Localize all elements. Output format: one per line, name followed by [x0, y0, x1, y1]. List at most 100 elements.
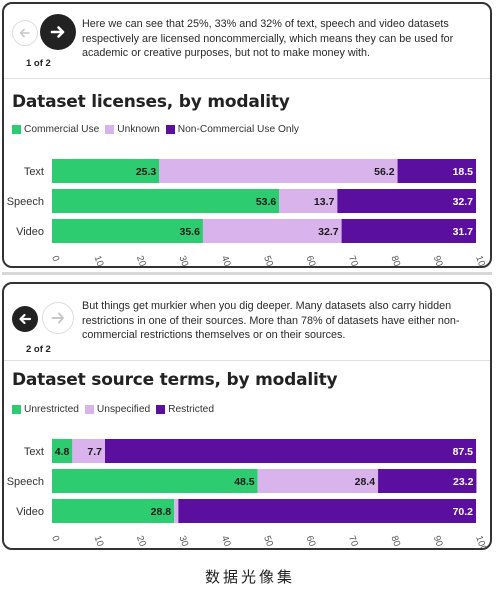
prev-button[interactable]: [12, 306, 38, 332]
x-tick-label: 70: [346, 254, 360, 268]
legend-item: Unknown: [105, 124, 160, 135]
legend-item: Unspecified: [84, 404, 151, 415]
x-tick-label: 90: [431, 534, 445, 548]
data-label: 13.7: [314, 196, 335, 208]
legend-item: Unrestricted: [12, 404, 79, 415]
legend-swatch: [156, 405, 166, 414]
category-label: Speech: [7, 196, 44, 208]
x-tick-label: 50: [261, 254, 275, 268]
bar-segment: [397, 159, 476, 183]
x-tick-label: 20: [134, 254, 148, 268]
slide-description: But things get murkier when you dig deep…: [82, 299, 460, 343]
section-separator: [4, 78, 490, 79]
x-tick-label: 60: [304, 534, 318, 548]
legend-label: Unknown: [117, 124, 160, 135]
category-label: Text: [24, 446, 44, 458]
bar-segment: [52, 159, 160, 183]
bar-segment: [178, 499, 477, 523]
data-label: 23.2: [453, 476, 474, 488]
legend-swatch: [105, 125, 115, 134]
bar-segment: [52, 469, 258, 493]
legend-label: Commercial Use: [24, 124, 100, 135]
bar-segment: [52, 439, 73, 463]
x-tick-label: 100: [473, 534, 489, 550]
data-label: 28.4: [355, 476, 376, 488]
x-tick-label: 40: [219, 254, 233, 268]
slide-panel-1: 1 of 2 Here we can see that 25%, 33% and…: [2, 2, 492, 268]
bar-segment: [174, 499, 179, 523]
arrow-left-icon: [19, 313, 32, 325]
x-tick-label: 20: [134, 534, 148, 548]
data-label: 87.5: [453, 446, 474, 458]
x-tick-label: 0: [49, 534, 61, 543]
prev-button[interactable]: [12, 20, 38, 46]
x-tick-label: 10: [92, 254, 106, 268]
chart-title: Dataset licenses, by modality: [12, 92, 290, 112]
description-line: restrictions in one of their sources. Mo…: [82, 314, 460, 327]
description-line: But things get murkier when you dig deep…: [82, 300, 452, 312]
x-tick-label: 80: [388, 254, 402, 268]
data-label: 53.6: [256, 196, 277, 208]
category-label: Video: [16, 506, 44, 518]
category-label: Video: [16, 226, 44, 238]
data-label: 32.7: [453, 196, 474, 208]
x-tick-label: 100: [473, 254, 489, 268]
legend-item: Non-Commercial Use Only: [165, 124, 299, 135]
x-tick-label: 90: [431, 254, 445, 268]
page-indicator: 1 of 2: [26, 58, 51, 69]
data-label: 25.3: [136, 166, 157, 178]
bar-segment: [105, 439, 476, 463]
bar-segment: [159, 159, 398, 183]
bar-segment: [378, 469, 477, 493]
x-tick-label: 40: [219, 534, 233, 548]
x-tick-label: 80: [388, 534, 402, 548]
bar-segment: [337, 189, 476, 213]
bar-segment: [341, 219, 476, 243]
bar-segment: [52, 499, 175, 523]
legend-label: Unrestricted: [24, 404, 79, 415]
data-label: 31.7: [453, 226, 474, 238]
description-line: Here we can see that 25%, 33% and 32% of…: [82, 18, 449, 30]
x-tick-label: 0: [49, 254, 61, 263]
data-label: 35.6: [180, 226, 201, 238]
page-indicator: 2 of 2: [26, 344, 51, 355]
stacked-bar-chart: Text 4.8 7.7 87.5 Speech 48.5 28.4 23.2 Video 28.…: [7, 439, 489, 550]
legend-label: Non-Commercial Use Only: [177, 124, 299, 135]
arrow-left-icon: [19, 28, 30, 38]
legend-item: Commercial Use: [12, 124, 99, 135]
description-line: commercial restrictions themselves or on…: [82, 329, 346, 341]
data-label: 56.2: [374, 166, 395, 178]
legend-item: Restricted: [156, 404, 214, 415]
chart-legend: Commercial Use Unknown Non-Commercial Use …: [12, 124, 305, 135]
bar-segment: [52, 189, 280, 213]
bar-segment: [279, 189, 338, 213]
x-tick-label: 30: [176, 254, 190, 268]
legend-swatch: [12, 125, 21, 134]
bar-segment: [52, 219, 203, 243]
legend-swatch: [84, 405, 94, 414]
bar-segment: [72, 439, 105, 463]
data-label: 32.7: [318, 226, 339, 238]
next-button[interactable]: [42, 302, 74, 334]
data-label: 28.8: [151, 506, 172, 518]
bar-segment: [257, 469, 379, 493]
x-tick-label: 60: [304, 254, 318, 268]
category-label: Speech: [7, 476, 44, 488]
chart-title: Dataset source terms, by modality: [12, 370, 338, 390]
panel-divider: [2, 272, 492, 275]
x-tick-label: 50: [261, 534, 275, 548]
data-label: 48.5: [234, 476, 255, 488]
section-separator: [4, 360, 490, 361]
data-label: 4.8: [55, 446, 70, 458]
stacked-bar-chart: Text 25.3 56.2 18.5 Speech 53.6 13.7 32.7 Video 3…: [7, 159, 489, 268]
arrow-right-icon: [50, 26, 65, 38]
category-label: Text: [24, 166, 44, 178]
legend-label: Restricted: [168, 404, 215, 415]
legend-label: Unspecified: [96, 404, 151, 415]
slide-panel-2: 2 of 2 But things get murkier when you d…: [2, 282, 492, 550]
arrow-right-icon: [51, 312, 64, 324]
legend-swatch: [165, 125, 175, 134]
x-tick-label: 70: [346, 534, 360, 548]
next-button[interactable]: [40, 14, 76, 50]
x-tick-label: 10: [92, 534, 106, 548]
